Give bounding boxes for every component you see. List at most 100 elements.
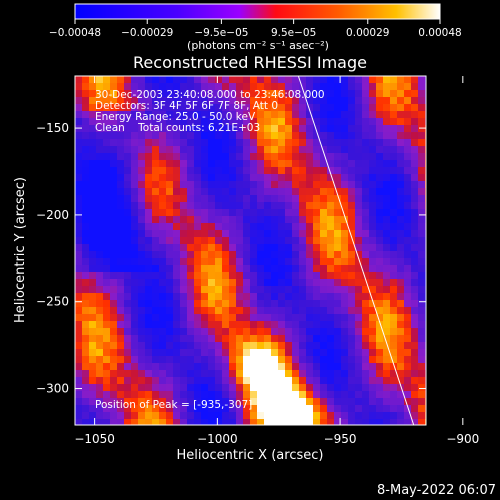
heatmap-cell	[348, 132, 356, 140]
heatmap-cell	[201, 286, 209, 294]
colorbar-tick-label: −9.5e−05	[194, 27, 248, 39]
heatmap-cell	[173, 279, 181, 287]
heatmap-cell	[341, 419, 349, 425]
heatmap-cell	[334, 335, 342, 343]
heatmap-cell	[250, 83, 258, 91]
heatmap-cell	[320, 272, 328, 280]
heatmap-cell	[418, 349, 426, 357]
heatmap-cell	[229, 174, 237, 182]
heatmap-cell	[243, 76, 251, 84]
heatmap-cell	[215, 356, 223, 364]
heatmap-cell	[96, 76, 104, 84]
heatmap-cell	[341, 279, 349, 287]
heatmap-cell	[201, 111, 209, 119]
heatmap-cell	[313, 265, 321, 273]
heatmap-cell	[152, 370, 160, 378]
heatmap-cell	[194, 412, 202, 420]
heatmap-cell	[404, 139, 412, 147]
heatmap-cell	[271, 419, 279, 425]
heatmap-cell	[341, 209, 349, 217]
heatmap-cell	[411, 139, 419, 147]
heatmap-cell	[180, 279, 188, 287]
heatmap-cell	[152, 321, 160, 329]
heatmap-cell	[96, 188, 104, 196]
heatmap-cell	[250, 349, 258, 357]
heatmap-cell	[89, 356, 97, 364]
heatmap-cell	[194, 209, 202, 217]
heatmap-cell	[355, 300, 363, 308]
heatmap-cell	[271, 377, 279, 385]
heatmap-cell	[131, 202, 139, 210]
heatmap-cell	[376, 419, 384, 425]
heatmap-cell	[236, 188, 244, 196]
heatmap-cell	[222, 146, 230, 154]
heatmap-cell	[376, 125, 384, 133]
heatmap-cell	[187, 349, 195, 357]
heatmap-cell	[215, 237, 223, 245]
heatmap-cell	[348, 181, 356, 189]
heatmap-cell	[96, 405, 104, 413]
heatmap-cell	[75, 300, 83, 308]
heatmap-cell	[327, 265, 335, 273]
heatmap-cell	[180, 328, 188, 336]
heatmap-cell	[103, 384, 111, 392]
heatmap-cell	[376, 223, 384, 231]
heatmap-cell	[110, 188, 118, 196]
heatmap-cell	[369, 300, 377, 308]
heatmap-cell	[222, 363, 230, 371]
heatmap-cell	[124, 356, 132, 364]
heatmap-cell	[285, 328, 293, 336]
heatmap-cell	[201, 419, 209, 425]
heatmap-cell	[348, 139, 356, 147]
heatmap-cell	[201, 139, 209, 147]
heatmap-cell	[208, 342, 216, 350]
heatmap-cell	[96, 237, 104, 245]
heatmap-cell	[285, 321, 293, 329]
heatmap-cell	[390, 244, 398, 252]
heatmap-cell	[117, 321, 125, 329]
heatmap-cell	[173, 90, 181, 98]
heatmap-cell	[306, 111, 314, 119]
heatmap-cell	[166, 188, 174, 196]
heatmap-cell	[411, 314, 419, 322]
heatmap-cell	[257, 286, 265, 294]
heatmap-cell	[376, 391, 384, 399]
heatmap-cell	[180, 265, 188, 273]
heatmap-cell	[278, 314, 286, 322]
heatmap-cell	[131, 153, 139, 161]
heatmap-cell	[180, 419, 188, 425]
heatmap-cell	[250, 209, 258, 217]
heatmap-cell	[397, 202, 405, 210]
heatmap-cell	[327, 167, 335, 175]
heatmap-cell	[131, 279, 139, 287]
heatmap-cell	[313, 83, 321, 91]
heatmap-cell	[348, 146, 356, 154]
heatmap-cell	[152, 188, 160, 196]
heatmap-cell	[341, 167, 349, 175]
heatmap-cell	[320, 132, 328, 140]
heatmap-cell	[313, 223, 321, 231]
heatmap-cell	[236, 237, 244, 245]
heatmap-cell	[75, 384, 83, 392]
heatmap-cell	[348, 377, 356, 385]
heatmap-cell	[320, 146, 328, 154]
heatmap-cell	[180, 216, 188, 224]
heatmap-cell	[397, 230, 405, 238]
heatmap-cell	[404, 412, 412, 420]
heatmap-cell	[201, 118, 209, 126]
heatmap-cell	[208, 125, 216, 133]
heatmap-cell	[145, 258, 153, 266]
heatmap-cell	[103, 405, 111, 413]
heatmap-cell	[264, 293, 272, 301]
heatmap-cell	[201, 370, 209, 378]
heatmap-cell	[313, 286, 321, 294]
heatmap-cell	[96, 230, 104, 238]
heatmap-cell	[208, 188, 216, 196]
heatmap-cell	[334, 153, 342, 161]
heatmap-cell	[257, 293, 265, 301]
heatmap-cell	[152, 209, 160, 217]
heatmap-cell	[201, 342, 209, 350]
heatmap-cell	[75, 216, 83, 224]
heatmap-cell	[285, 391, 293, 399]
heatmap-cell	[404, 83, 412, 91]
